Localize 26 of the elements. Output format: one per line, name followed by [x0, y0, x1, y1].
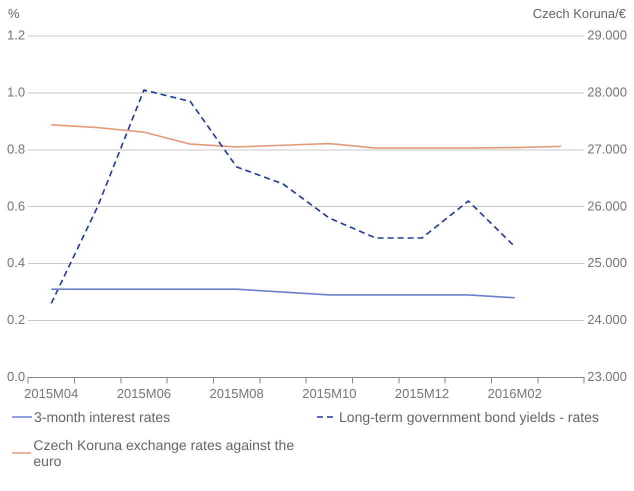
x-tick-label: 2015M08: [210, 386, 264, 401]
x-tick-label: 2015M06: [116, 386, 172, 401]
y-tick-label: 1.2: [6, 28, 26, 43]
line-series: [50, 89, 516, 304]
y-axis-title: %: [8, 6, 20, 22]
y-tick-label: 0.6: [6, 198, 26, 214]
x-tick-label: 2015M10: [302, 386, 356, 401]
y-tick-label: 0.2: [6, 312, 26, 328]
y2-tick-label: 29.000: [587, 28, 628, 43]
y2-tick-label: 24.000: [587, 312, 628, 328]
legend-label: Czech Koruna exchange rates against the euro: [33, 437, 296, 469]
y2-tick-label: 28.000: [587, 84, 628, 100]
x-tick-label: 2015M04: [24, 386, 78, 401]
y-tick-label: 0.4: [6, 255, 26, 270]
y2-tick-label: 25.000: [587, 255, 628, 270]
y2-axis-title: Czech Koruna/€: [532, 6, 627, 22]
legend-label: 3-month interest rates: [34, 409, 170, 425]
y-tick-label: 0.0: [6, 368, 26, 384]
y2-tick-label: 27.000: [587, 141, 628, 156]
y2-tick-label: 23.000: [587, 368, 628, 384]
y-tick-label: 0.8: [6, 141, 26, 156]
x-tick-label: 2016M02: [488, 386, 542, 401]
y-tick-label: 1.0: [6, 84, 26, 100]
y2-tick-label: 26.000: [587, 198, 628, 214]
legend-label: Long-term government bond yields - rates: [339, 409, 599, 425]
x-tick-label: 2015M12: [394, 386, 450, 401]
